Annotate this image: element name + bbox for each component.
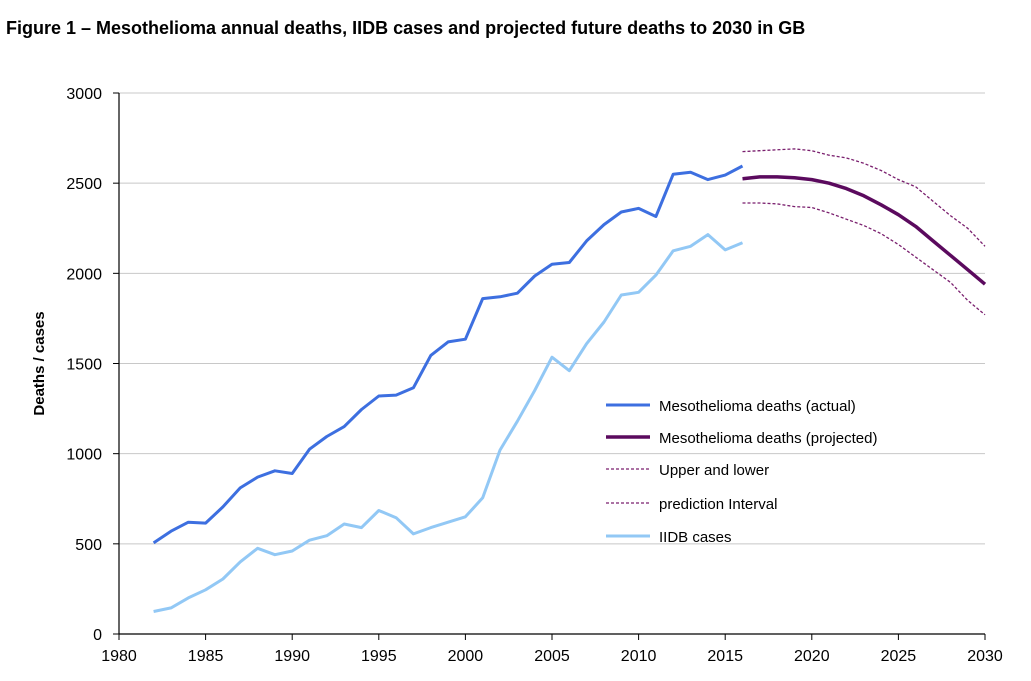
series-line-2 [742,148,986,247]
legend-label-3: prediction Interval [659,496,777,513]
x-tick-label: 2025 [881,648,917,665]
legend-label-1: Mesothelioma deaths (projected) [659,430,877,447]
x-tick-label: 1995 [361,648,397,665]
y-tick-label: 2500 [66,176,102,193]
y-tick-label: 3000 [66,86,102,103]
x-tick-label: 2030 [967,648,1003,665]
x-tick-label: 1990 [274,648,310,665]
x-tick-label: 2015 [707,648,743,665]
gridlines [119,92,985,545]
x-tick-label: 2000 [448,648,484,665]
y-tick-label: 500 [75,537,102,554]
chart-title: Figure 1 – Mesothelioma annual deaths, I… [6,18,806,38]
series-line-1 [742,175,987,286]
x-tick-label: 1980 [101,648,137,665]
legend-label-0: Mesothelioma deaths (actual) [659,398,856,415]
y-tick-label: 1000 [66,447,102,464]
legend-label-4: IIDB cases [659,529,732,546]
x-tick-label: 2010 [621,648,657,665]
x-tick-label: 2005 [534,648,570,665]
x-tick-label: 1985 [188,648,224,665]
axes: 0 500 1000 1500 2000 2500 3000 1980 1985 1990 1995… [31,86,1003,665]
y-tick-label: 1500 [66,357,102,374]
y-tick-label: 0 [93,627,102,644]
series-line-3 [742,202,986,316]
series-line-4 [153,233,744,613]
x-tick-label: 2020 [794,648,830,665]
y-axis-label: Deaths / cases [31,311,48,415]
legend: Mesothelioma deaths (actual) Mesothelioma… [606,398,877,546]
plot-area [152,148,987,613]
series-line-0 [152,164,744,545]
legend-label-2: Upper and lower [659,462,769,479]
y-tick-label: 2000 [66,266,102,283]
